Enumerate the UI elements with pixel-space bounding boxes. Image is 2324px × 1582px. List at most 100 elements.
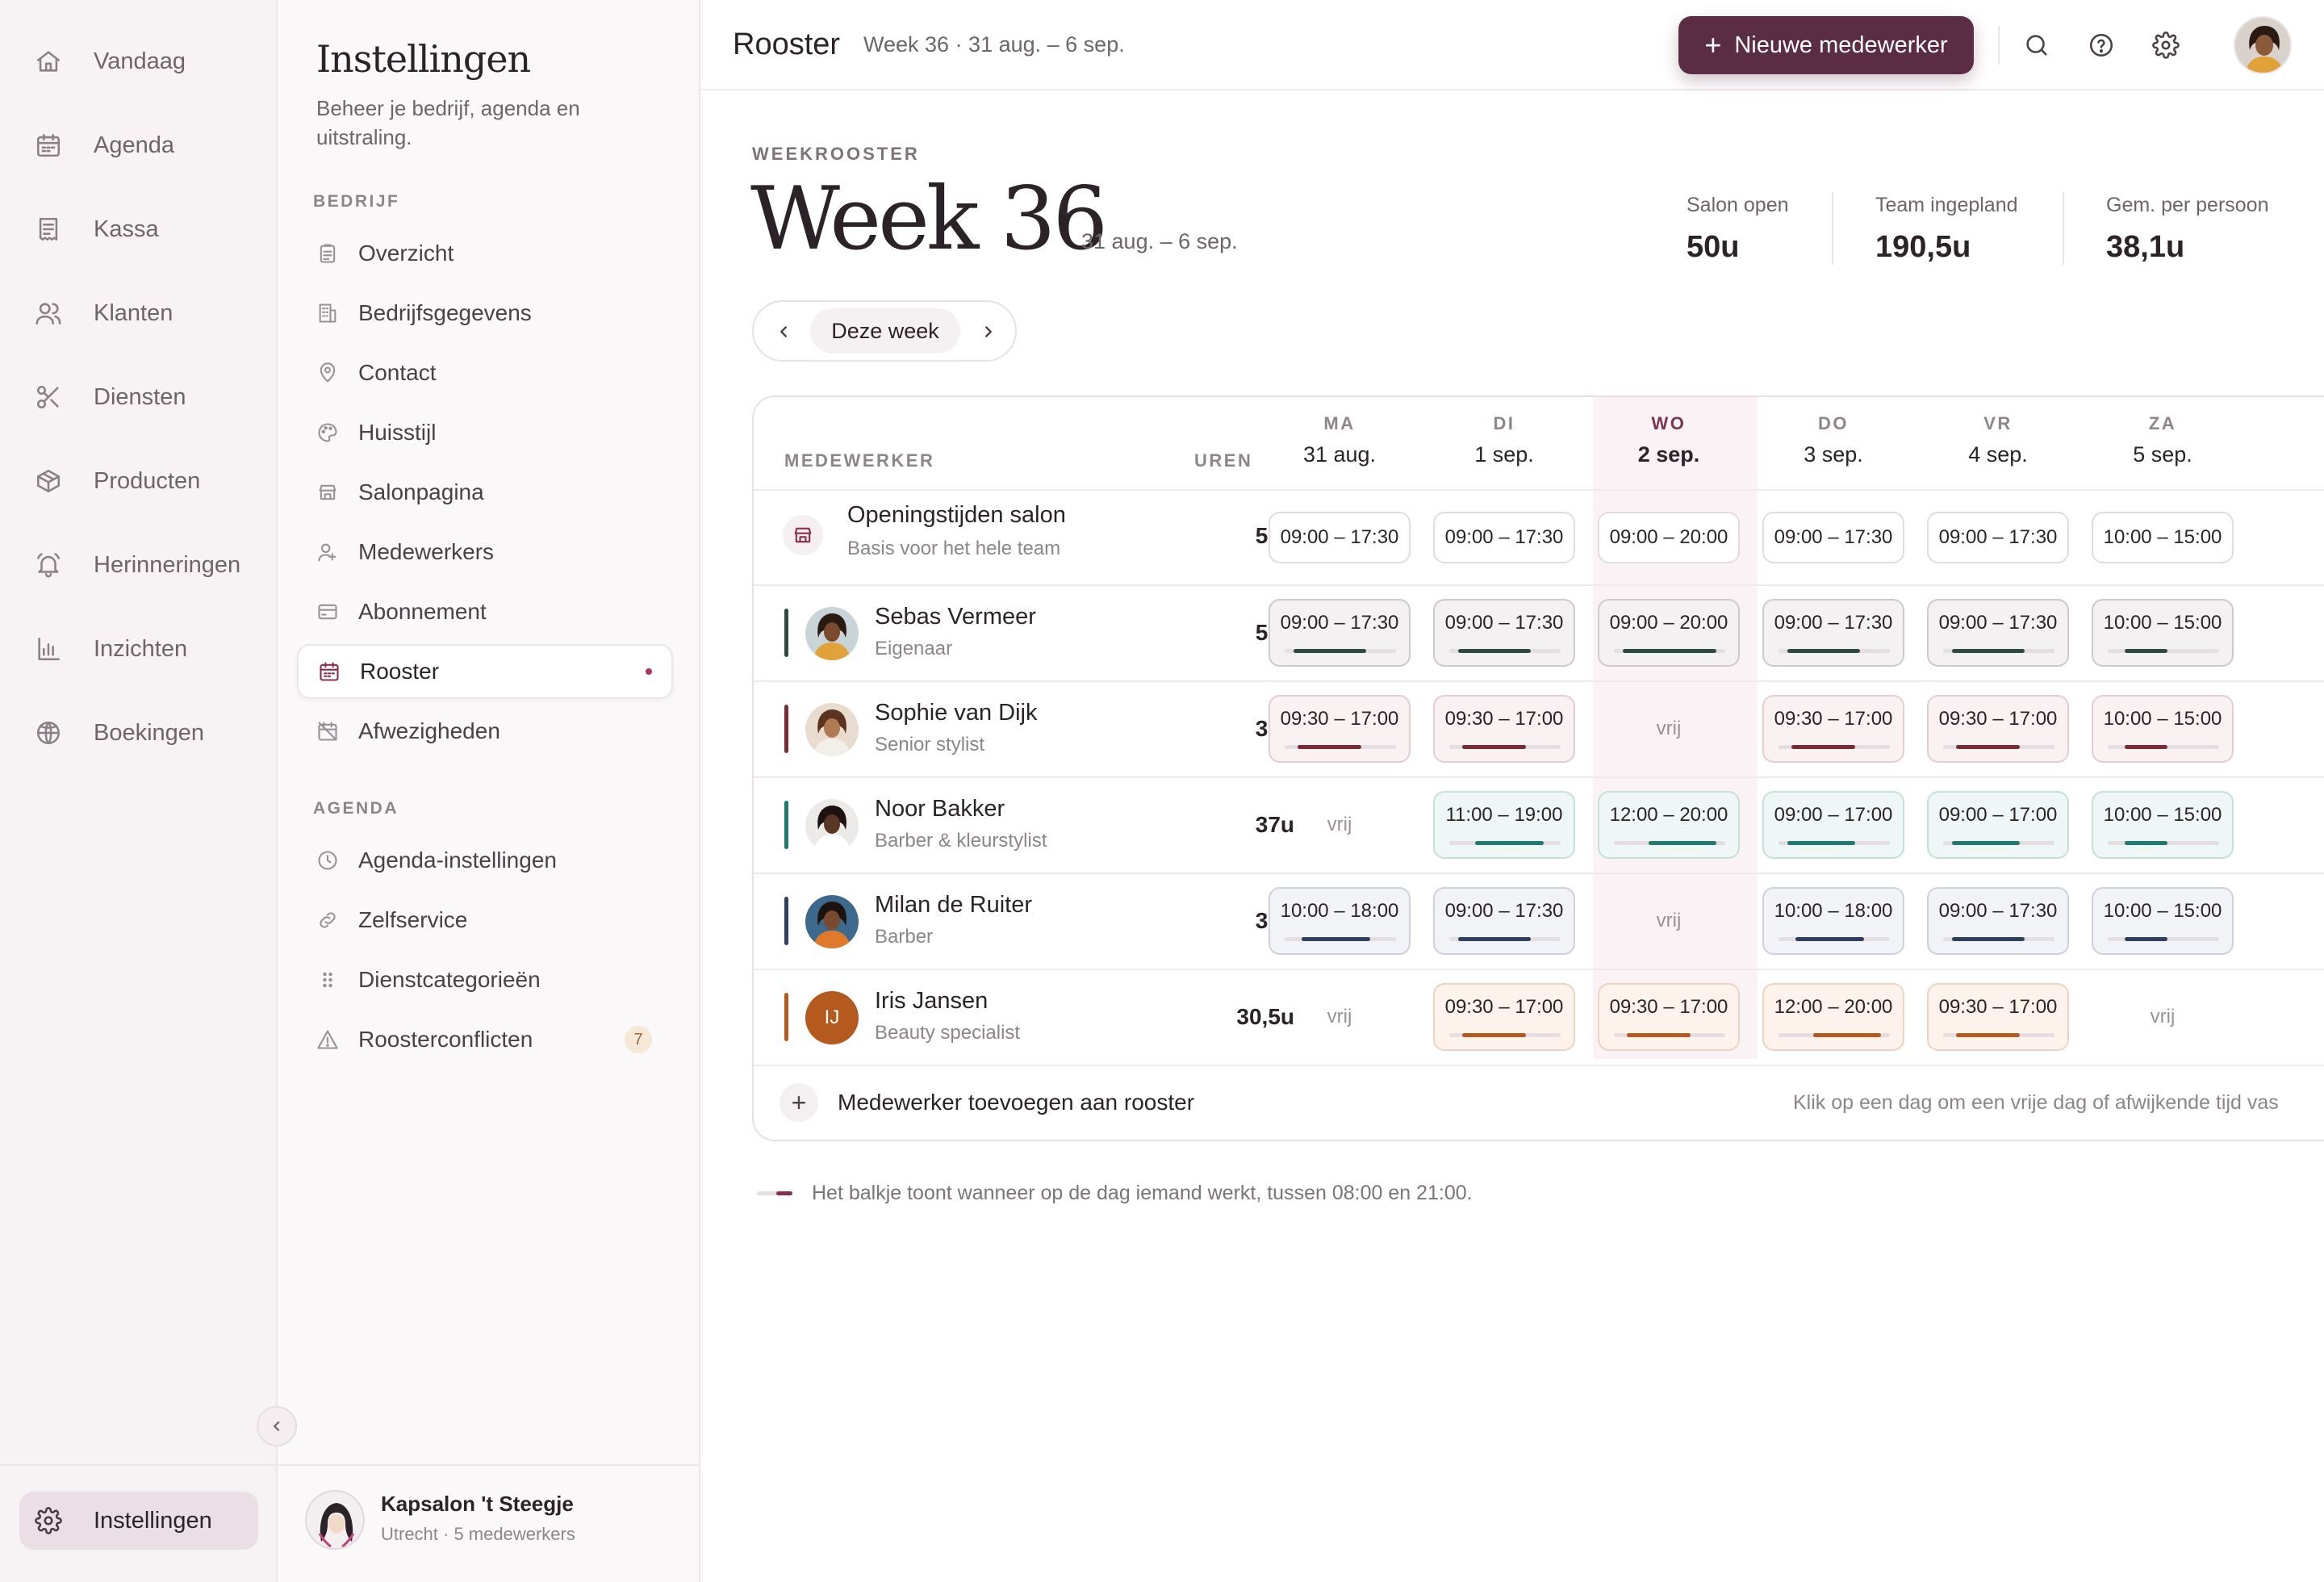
settings-nav-zelfservice[interactable]: Zelfservice — [297, 893, 673, 948]
opening-time: 10:00 – 15:00 — [2103, 526, 2222, 548]
opening-hours-cell[interactable]: 09:00 – 17:30 — [1433, 512, 1575, 563]
next-week-button[interactable] — [968, 312, 1009, 352]
legend-text: Het balkje toont wanneer op de dag ieman… — [812, 1182, 1473, 1204]
row-divider — [754, 873, 2324, 874]
shift-cell[interactable]: 09:00 – 17:30 — [1927, 599, 2069, 667]
shift-cell[interactable]: 10:00 – 15:00 — [2092, 599, 2234, 667]
shift-cell[interactable]: 09:30 – 17:00 — [1269, 695, 1411, 763]
shift-cell[interactable]: 09:30 – 17:00 — [1433, 983, 1575, 1051]
opening-hours-cell[interactable]: 09:00 – 20:00 — [1598, 512, 1740, 563]
sidebar-item-klanten[interactable]: Klanten — [19, 284, 258, 342]
shift-cell[interactable]: 09:00 – 17:30 — [1433, 887, 1575, 955]
settings-nav-huisstijl[interactable]: Huisstijl — [297, 405, 673, 460]
settings-nav-overzicht[interactable]: Overzicht — [297, 226, 673, 281]
shift-cell[interactable]: 09:00 – 20:00 — [1598, 599, 1740, 667]
shift-timeline-track — [1285, 745, 1396, 749]
employee-role: Beauty specialist — [875, 1022, 1021, 1044]
settings-nav-dienstcategorieen[interactable]: Dienstcategorieën — [297, 952, 673, 1007]
sidebar-item-agenda[interactable]: Agenda — [19, 116, 258, 174]
sidebar-item-inzichten[interactable]: Inzichten — [19, 620, 258, 678]
shift-timeline-track — [1449, 649, 1561, 653]
shift-cell[interactable]: 09:00 – 17:30 — [1762, 599, 1904, 667]
employee-name[interactable]: Noor Bakker — [875, 796, 1005, 822]
day-off-cell[interactable]: vrij — [1656, 718, 1682, 739]
shift-timeline-fill — [1457, 649, 1531, 653]
search-button[interactable] — [2017, 26, 2056, 65]
day-off-cell[interactable]: vrij — [1327, 1006, 1352, 1027]
avatar-initials: IJ — [824, 1007, 840, 1028]
settings-nav-salonpagina[interactable]: Salonpagina — [297, 465, 673, 520]
settings-nav-medewerkers[interactable]: Medewerkers — [297, 525, 673, 580]
collapse-sidebar-button[interactable] — [257, 1406, 297, 1446]
shift-cell[interactable]: 09:00 – 17:00 — [1762, 791, 1904, 859]
shift-timeline-fill — [1461, 745, 1527, 749]
globe-icon — [19, 719, 77, 747]
home-icon — [19, 48, 77, 75]
salon-switcher[interactable]: Kapsalon 't Steegje Utrecht · 5 medewerk… — [278, 1464, 699, 1582]
day-off-cell[interactable]: vrij — [1656, 910, 1682, 931]
sidebar-item-boekingen[interactable]: Boekingen — [19, 704, 258, 762]
settings-nav-roosterconflicten[interactable]: Roosterconflicten 7 — [297, 1012, 673, 1067]
shift-cell[interactable]: 09:30 – 17:00 — [1433, 695, 1575, 763]
shift-cell[interactable]: 09:30 – 17:00 — [1927, 983, 2069, 1051]
sidebar-item-producten[interactable]: Producten — [19, 452, 258, 510]
shift-cell[interactable]: 11:00 – 19:00 — [1433, 791, 1575, 859]
shift-cell[interactable]: 12:00 – 20:00 — [1762, 983, 1904, 1051]
settings-nav-agenda-instellingen[interactable]: Agenda-instellingen — [297, 833, 673, 888]
this-week-button[interactable]: Deze week — [810, 308, 960, 354]
new-employee-button[interactable]: + Nieuwe medewerker — [1678, 16, 1974, 74]
bar-legend: Het balkje toont wanneer op de dag ieman… — [757, 1182, 1473, 1205]
shift-cell[interactable]: 09:30 – 17:00 — [1598, 983, 1740, 1051]
shift-cell[interactable]: 09:30 – 17:00 — [1927, 695, 2069, 763]
sidebar-item-diensten[interactable]: Diensten — [19, 368, 258, 426]
sidebar-item-kassa[interactable]: Kassa — [19, 200, 258, 258]
opening-hours-cell[interactable]: 10:00 – 15:00 — [2092, 512, 2234, 563]
help-button[interactable] — [2082, 26, 2121, 65]
avatar — [805, 703, 859, 756]
settings-nav-rooster[interactable]: Rooster — [297, 644, 673, 699]
sidebar-item-herinneringen[interactable]: Herinneringen — [19, 536, 258, 594]
clipboard-icon — [305, 242, 350, 265]
sidebar-item-instellingen[interactable]: Instellingen — [19, 1492, 258, 1550]
settings-nav-label: Huisstijl — [358, 420, 437, 445]
employee-name[interactable]: Iris Jansen — [875, 988, 989, 1014]
settings-button[interactable] — [2146, 26, 2185, 65]
employee-name[interactable]: Milan de Ruiter — [875, 892, 1033, 918]
day-off-cell[interactable]: vrij — [1327, 814, 1352, 835]
opening-hours-cell[interactable]: 09:00 – 17:30 — [1762, 512, 1904, 563]
settings-nav-abonnement[interactable]: Abonnement — [297, 584, 673, 639]
page-subtitle: Week 36 · 31 aug. – 6 sep. — [863, 32, 1125, 56]
user-avatar[interactable] — [2234, 16, 2292, 74]
previous-week-button[interactable] — [763, 312, 804, 352]
shift-timeline-fill — [1787, 841, 1856, 845]
shift-timeline-track — [1614, 841, 1725, 845]
sidebar-item-vandaag[interactable]: Vandaag — [19, 32, 258, 90]
shift-timeline-track — [1285, 937, 1396, 941]
shift-cell[interactable]: 10:00 – 18:00 — [1269, 887, 1411, 955]
employee-name[interactable]: Sebas Vermeer — [875, 604, 1036, 630]
shift-cell[interactable]: 10:00 – 15:00 — [2092, 695, 2234, 763]
settings-nav-afwezigheden[interactable]: Afwezigheden — [297, 704, 673, 759]
shift-cell[interactable]: 09:00 – 17:00 — [1927, 791, 2069, 859]
settings-nav-contact[interactable]: Contact — [297, 345, 673, 400]
shift-cell[interactable]: 09:00 – 17:30 — [1927, 887, 2069, 955]
employee-name[interactable]: Sophie van Dijk — [875, 700, 1038, 726]
shift-cell[interactable]: 10:00 – 15:00 — [2092, 887, 2234, 955]
settings-nav-bedrijfsgegevens[interactable]: Bedrijfsgegevens — [297, 286, 673, 341]
shift-cell[interactable]: 09:00 – 17:30 — [1433, 599, 1575, 667]
shift-time: 09:30 – 17:00 — [1938, 996, 2058, 1018]
add-employee-to-schedule-button[interactable]: + — [780, 1083, 818, 1122]
day-date: 3 sep. — [1804, 442, 1863, 467]
shift-timeline-fill — [1951, 649, 2025, 653]
opening-hours-cell[interactable]: 09:00 – 17:30 — [1269, 512, 1411, 563]
shift-timeline-track — [2108, 745, 2219, 749]
add-employee-label[interactable]: Medewerker toevoegen aan rooster — [838, 1090, 1195, 1115]
stat-value: 38,1u — [2106, 230, 2185, 264]
shift-cell[interactable]: 10:00 – 15:00 — [2092, 791, 2234, 859]
opening-hours-cell[interactable]: 09:00 – 17:30 — [1927, 512, 2069, 563]
shift-cell[interactable]: 12:00 – 20:00 — [1598, 791, 1740, 859]
shift-cell[interactable]: 10:00 – 18:00 — [1762, 887, 1904, 955]
shift-cell[interactable]: 09:30 – 17:00 — [1762, 695, 1904, 763]
day-off-cell[interactable]: vrij — [2150, 1006, 2176, 1027]
shift-cell[interactable]: 09:00 – 17:30 — [1269, 599, 1411, 667]
